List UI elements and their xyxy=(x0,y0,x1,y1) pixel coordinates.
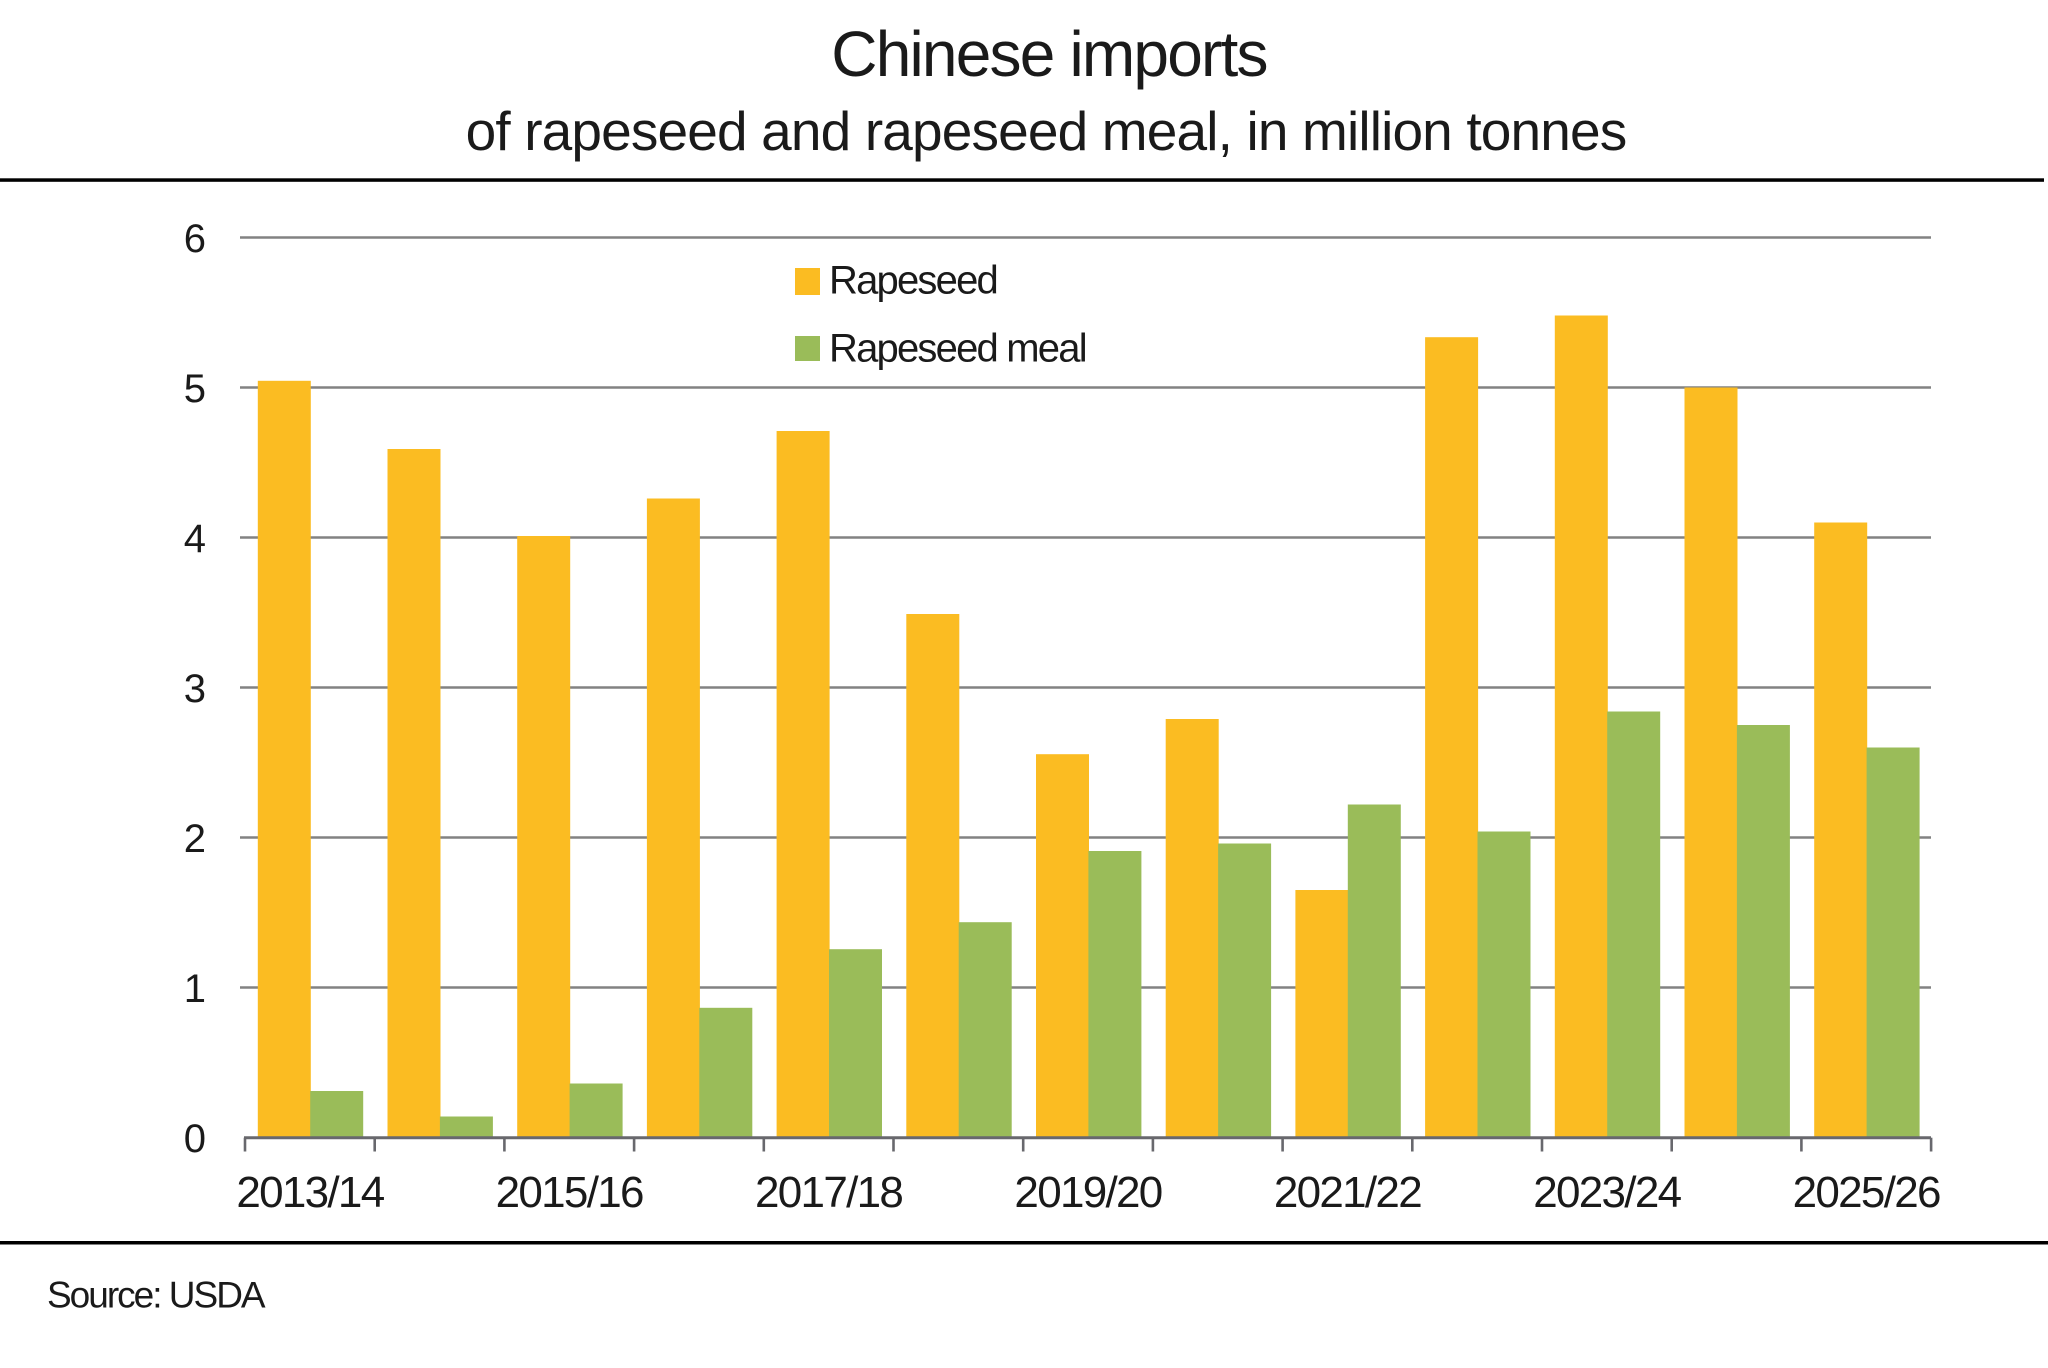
svg-text:1: 1 xyxy=(184,967,206,1011)
svg-text:Chinese imports: Chinese imports xyxy=(831,18,1266,90)
svg-text:3: 3 xyxy=(184,667,206,711)
svg-text:2013/14: 2013/14 xyxy=(236,1168,384,1217)
svg-text:2: 2 xyxy=(184,817,206,861)
svg-text:5: 5 xyxy=(184,367,206,411)
svg-text:6: 6 xyxy=(184,217,206,261)
svg-text:2023/24: 2023/24 xyxy=(1533,1168,1681,1217)
svg-text:Rapeseed: Rapeseed xyxy=(829,259,997,303)
svg-text:Source: USDA: Source: USDA xyxy=(47,1275,266,1316)
svg-text:2019/20: 2019/20 xyxy=(1014,1168,1161,1217)
svg-text:Rapeseed meal: Rapeseed meal xyxy=(829,327,1086,371)
svg-text:of rapeseed and rapeseed meal,: of rapeseed and rapeseed meal, in millio… xyxy=(466,100,1627,162)
svg-text:2025/26: 2025/26 xyxy=(1793,1168,1940,1217)
svg-text:2017/18: 2017/18 xyxy=(755,1168,902,1217)
svg-text:2015/16: 2015/16 xyxy=(496,1168,643,1217)
svg-text:0: 0 xyxy=(184,1117,206,1161)
svg-text:2021/22: 2021/22 xyxy=(1274,1168,1421,1217)
svg-text:4: 4 xyxy=(184,517,206,561)
